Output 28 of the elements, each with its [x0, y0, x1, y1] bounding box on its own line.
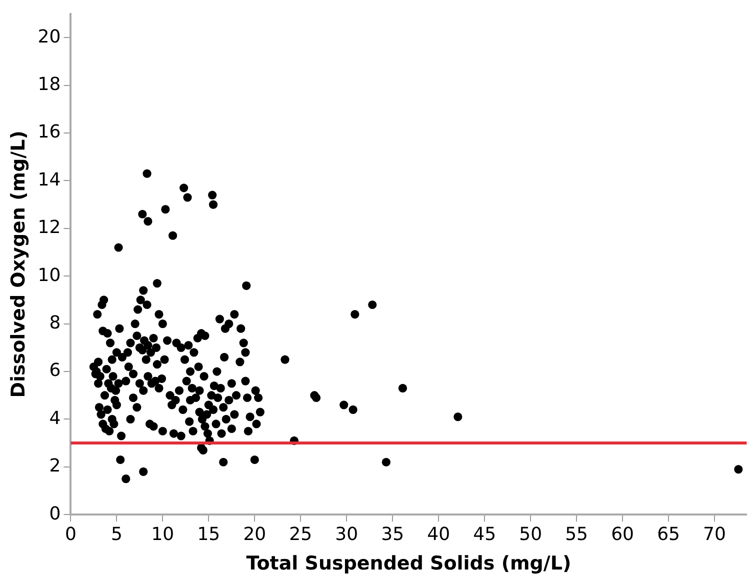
x-tick-label: 60: [611, 524, 634, 546]
x-tick-label: 40: [427, 524, 450, 546]
x-tick-label: 15: [197, 524, 220, 546]
y-tick-label: 10: [38, 264, 61, 286]
x-tick-label: 0: [64, 524, 76, 546]
x-tick-label: 25: [289, 524, 312, 546]
y-tick-label: 4: [49, 408, 61, 429]
x-tick-label: 70: [703, 524, 726, 546]
x-axis-title: Total Suspended Solids (mg/L): [246, 552, 572, 575]
y-tick-label: 20: [38, 26, 61, 48]
y-tick-label: 2: [49, 456, 61, 477]
y-tick-label: 16: [38, 122, 61, 143]
x-tick-label: 10: [151, 524, 174, 546]
y-tick-label: 12: [38, 217, 61, 238]
x-tick-label: 50: [519, 524, 542, 546]
x-tick-label: 45: [473, 524, 496, 546]
y-tick-label: 0: [49, 503, 61, 524]
x-tick-label: 55: [565, 524, 588, 546]
x-tick-label: 30: [335, 524, 358, 546]
y-axis-title: Dissolved Oxygen (mg/L): [7, 130, 30, 398]
x-tick-label: 5: [110, 524, 122, 546]
x-tick-label: 20: [243, 524, 266, 546]
y-tick-label: 6: [49, 360, 61, 382]
x-tick-label: 65: [657, 524, 680, 546]
y-tick-label: 8: [49, 312, 61, 334]
x-tick-label: 35: [381, 524, 404, 546]
y-tick-label: 14: [38, 169, 61, 190]
y-tick-label: 18: [38, 74, 61, 96]
